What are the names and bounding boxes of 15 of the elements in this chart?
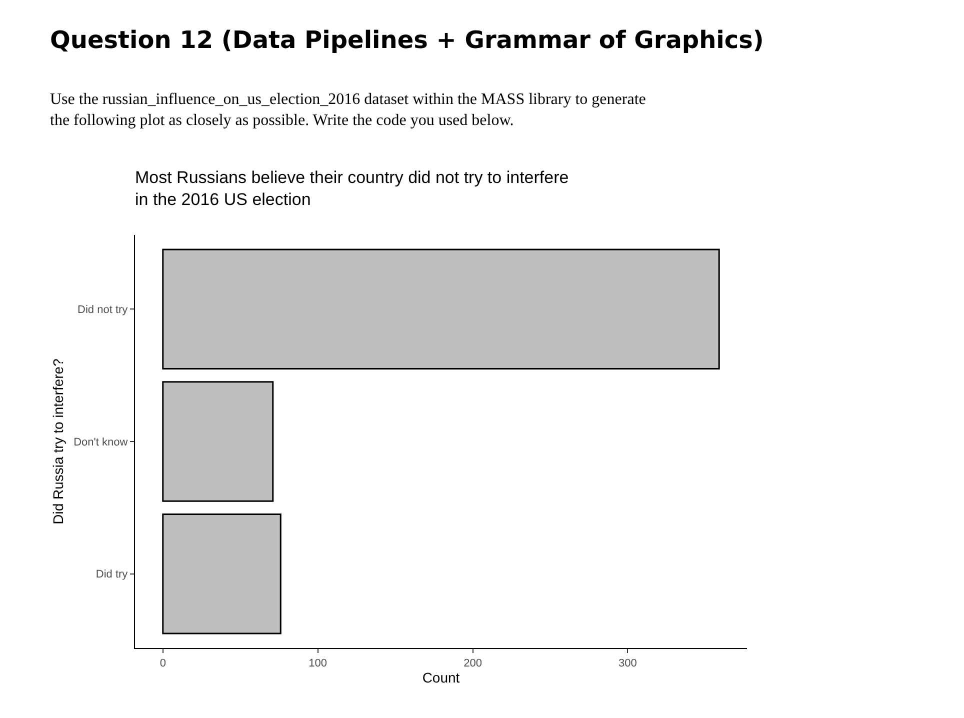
x-tick-label: 300	[618, 657, 637, 670]
bar	[162, 248, 720, 370]
y-tick-label: Did not try	[78, 304, 128, 316]
x-tick-label: 100	[308, 657, 328, 670]
bar	[162, 381, 274, 502]
x-tick-label: 0	[160, 657, 166, 670]
chart-title: Most Russians believe their country did not try to interfere in the 2016 US election	[135, 168, 569, 210]
y-tick-label: Did try	[96, 568, 128, 581]
x-tick-label: 200	[464, 657, 482, 670]
y-tick-label: Don't know	[74, 436, 128, 448]
text: Use the russian_influence_on_us_election_2016 dataset within the MASS library to generate the following plot as closely as possible. Write the code you used below.	[50, 91, 646, 129]
bar	[162, 514, 282, 634]
text: Question 12 (Data Pipelines + Grammar of Graphics)	[50, 26, 764, 54]
y-axis-title: Did Russia try to interfere?	[50, 358, 66, 524]
x-axis-title: Count	[422, 670, 460, 686]
